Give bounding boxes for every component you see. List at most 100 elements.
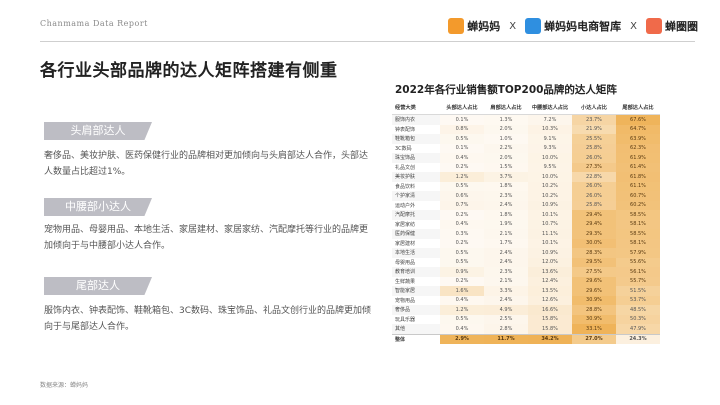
table-row: 医药保健 0.3% 2.1% 11.1% 29.3% 58.5% [392, 229, 660, 239]
section-label-mid: 中腰部小达人 [44, 198, 152, 216]
table-cell-value: 0.9% [440, 267, 484, 277]
logo-separator-1: X [509, 20, 517, 32]
partner-logos: 蝉妈妈 X 蝉妈妈电商智库 X 蝉圈圈 [448, 14, 698, 38]
table-cell-category: 服饰内衣 [392, 114, 440, 125]
table-cell-value: 0.8% [440, 124, 484, 134]
table-cell-value: 4.9% [484, 305, 528, 315]
table-cell-value: 29.3% [572, 229, 616, 239]
table-cell-category: 食品饮料 [395, 183, 416, 190]
table-cell-value: 2.4% [484, 248, 528, 258]
table-cell-category: 整体 [392, 333, 440, 344]
table-row: 宠物用品 0.4% 2.4% 12.6% 30.9% 53.7% [392, 295, 660, 305]
table-cell-value: 0.2% [440, 238, 484, 248]
table-row: 母婴用品 0.5% 2.4% 12.0% 29.5% 55.6% [392, 257, 660, 267]
table-cell-value: 0.2% [440, 210, 484, 220]
table-cell-value: 0.2% [440, 162, 484, 172]
table-cell-value: 0.4% [440, 219, 484, 229]
table-cell-value: 26.0% [572, 191, 616, 201]
section-label-tail: 尾部达人 [44, 277, 152, 295]
table-cell-value: 26.0% [572, 153, 616, 163]
table-cell-value: 29.6% [572, 286, 616, 296]
table-cell-value: 1.2% [440, 305, 484, 315]
table-cell-value: 51.5% [616, 286, 660, 296]
table-cell-value: 9.3% [528, 143, 572, 153]
table-cell-value: 26.0% [572, 181, 616, 191]
table-cell-value: 10.0% [528, 172, 572, 182]
table-cell-value: 55.7% [616, 276, 660, 286]
table-cell-value: 2.4% [484, 257, 528, 267]
table-cell-category: 汽配摩托 [392, 210, 440, 220]
table-cell-value: 2.8% [484, 324, 528, 334]
table-cell-value: 13.5% [528, 286, 572, 296]
table-cell-value: 23.7% [572, 114, 616, 125]
table-cell-value: 33.1% [572, 324, 616, 334]
table-cell-value: 47.9% [616, 324, 660, 334]
table-cell-category: 珠宝饰品 [392, 153, 440, 163]
table-cell-value: 27.3% [572, 162, 616, 172]
think-tank-logo-text: 蝉妈妈电商智库 [544, 20, 622, 33]
table-row: 汽配摩托 0.2% 1.8% 10.1% 29.4% 58.5% [392, 210, 660, 220]
table-row: 服饰内衣 0.1% 1.3% 7.2% 23.7% 67.6% [392, 114, 660, 125]
table-cell-category: 钟表配饰 [395, 126, 416, 133]
col-header-category: 经营大类 [392, 101, 440, 115]
table-cell-value: 1.3% [484, 114, 528, 125]
table-cell-value: 25.8% [572, 143, 616, 153]
table-cell-value: 0.2% [440, 276, 484, 286]
table-cell-value: 2.1% [484, 276, 528, 286]
table-cell-value: 62.3% [616, 143, 660, 153]
table-cell-value: 15.8% [528, 314, 572, 324]
chanmama-logo: 蝉妈妈 [448, 18, 500, 34]
table-cell-category: 宠物用品 [395, 297, 416, 304]
table-cell-value: 10.1% [528, 238, 572, 248]
table-row: 食品饮料 0.5% 1.8% 10.2% 26.0% 61.1% [392, 181, 660, 191]
table-cell-value: 1.7% [484, 238, 528, 248]
table-cell-value: 29.4% [572, 219, 616, 229]
report-tag: Chanmama Data Report [40, 19, 148, 28]
table-cell-value: 60.7% [616, 191, 660, 201]
chanmama-logo-text: 蝉妈妈 [467, 20, 501, 33]
page-title: 各行业头部品牌的达人矩阵搭建有侧重 [40, 61, 338, 81]
table-cell-value: 2.1% [484, 229, 528, 239]
table-cell-value: 57.9% [616, 248, 660, 258]
table-cell-category: 运动户外 [395, 202, 416, 209]
table-cell-value: 29.5% [572, 257, 616, 267]
table-cell-value: 16.6% [528, 305, 572, 315]
table-row: 珠宝饰品 0.4% 2.0% 10.0% 26.0% 61.9% [392, 153, 660, 163]
section-label-head: 头肩部达人 [44, 122, 152, 140]
table-cell-category: 其他 [392, 324, 440, 334]
table-cell-value: 28.8% [572, 305, 616, 315]
table-cell-value: 10.1% [528, 210, 572, 220]
table-cell-category: 礼品文创 [395, 164, 416, 171]
table-cell-category: 医药保健 [392, 229, 440, 239]
table-total-row: 整体 2.9% 11.7% 34.2% 27.0% 24.3% [392, 333, 660, 344]
table-cell-value: 3.7% [484, 172, 528, 182]
table-row: 奢侈品 1.2% 4.9% 16.6% 28.8% 48.5% [392, 305, 660, 315]
table-cell-value: 10.2% [528, 181, 572, 191]
table-row: 家居家纺 0.4% 1.9% 10.7% 29.4% 58.1% [392, 219, 660, 229]
table-cell-value: 0.4% [440, 324, 484, 334]
table-cell-value: 9.5% [528, 162, 572, 172]
table-cell-value: 2.0% [484, 124, 528, 134]
table-cell-value: 0.4% [440, 153, 484, 163]
table-row: 3C数码 0.1% 2.2% 9.3% 25.8% 62.3% [392, 143, 660, 153]
table-cell-category: 本地生活 [392, 248, 440, 258]
table-cell-value: 12.6% [528, 295, 572, 305]
table-cell-value: 58.5% [616, 229, 660, 239]
table-cell-value: 55.6% [616, 257, 660, 267]
table-cell-value: 22.8% [572, 172, 616, 182]
col-header-shoulder: 肩部达人占比 [484, 101, 528, 115]
table-cell-category: 家居建材 [395, 240, 416, 247]
table-cell-value: 0.5% [440, 248, 484, 258]
table-row: 鞋靴箱包 0.5% 1.0% 9.1% 25.5% 63.9% [392, 134, 660, 144]
section-text-head: 奢侈品、美妆护肤、医药保健行业的品牌相对更加倾向与头肩部达人合作，头部达人数量占… [44, 151, 369, 177]
table-cell-value: 27.5% [572, 267, 616, 277]
table-row: 礼品文创 0.2% 1.5% 9.5% 27.3% 61.4% [392, 162, 660, 172]
table-cell-category: 母婴用品 [395, 259, 416, 266]
table-cell-value: 25.8% [572, 200, 616, 210]
table-cell-value: 56.1% [616, 267, 660, 277]
table-header-row: 经营大类 头部达人占比 肩部达人占比 中腰部达人占比 小达人占比 尾部达人占比 [392, 101, 660, 115]
table-cell-value: 1.8% [484, 181, 528, 191]
table-cell-value: 1.8% [484, 210, 528, 220]
chanmama-think-tank-logo: 蝉妈妈电商智库 [525, 18, 621, 34]
table-cell-value: 29.6% [572, 276, 616, 286]
